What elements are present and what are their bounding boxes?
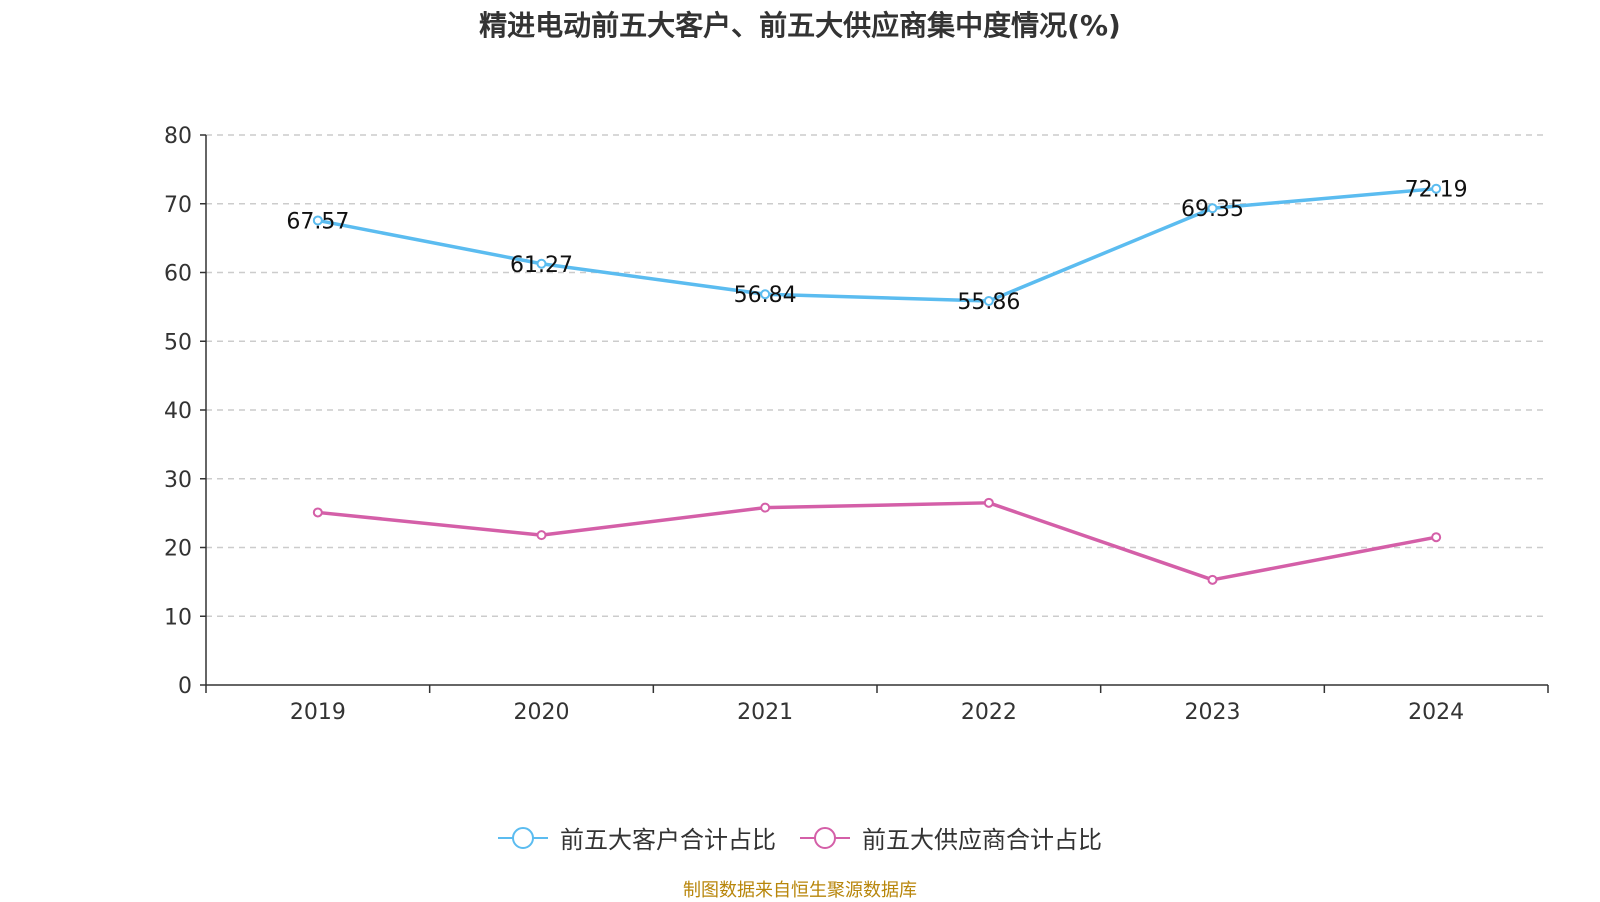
source-note: 制图数据来自恒生聚源数据库 — [683, 880, 917, 901]
chart-legend: 前五大客户合计占比 前五大供应商合计占比 — [0, 820, 1600, 855]
y-tick-label: 40 — [164, 399, 192, 424]
data-label-0-3: 55.86 — [957, 290, 1020, 315]
y-tick-label: 50 — [164, 330, 192, 355]
data-point-1-2 — [760, 502, 771, 513]
y-tick-label: 20 — [164, 537, 192, 562]
y-tick-label: 0 — [178, 674, 192, 699]
y-tick-label: 30 — [164, 468, 192, 493]
x-tick-label: 2020 — [514, 700, 570, 725]
data-point-0-1 — [536, 258, 547, 269]
data-point-1-5 — [1431, 532, 1442, 543]
data-point-0-4 — [1207, 203, 1218, 214]
data-point-0-2 — [760, 289, 771, 300]
y-tick-label: 60 — [164, 262, 192, 287]
legend-marker-customers-icon — [498, 826, 548, 849]
legend-label-customers: 前五大客户合计占比 — [560, 826, 776, 854]
y-tick-label: 80 — [164, 124, 192, 149]
y-tick-label: 70 — [164, 193, 192, 218]
legend-marker-suppliers-icon — [800, 826, 850, 849]
data-label-0-2: 56.84 — [734, 283, 797, 308]
x-tick-label: 2019 — [290, 700, 346, 725]
data-label-0-0: 67.57 — [286, 209, 349, 234]
data-label-0-4: 69.35 — [1181, 197, 1244, 222]
data-point-1-0 — [312, 507, 323, 518]
data-label-0-1: 61.27 — [510, 253, 573, 278]
legend-item-customers[interactable]: 前五大客户合计占比 — [498, 820, 776, 855]
y-tick-label: 10 — [164, 605, 192, 630]
data-point-0-5 — [1431, 183, 1442, 194]
data-point-1-1 — [536, 530, 547, 541]
x-tick-label: 2024 — [1408, 700, 1464, 725]
x-tick-label: 2021 — [737, 700, 793, 725]
data-point-1-3 — [983, 497, 994, 508]
data-point-0-0 — [312, 215, 323, 226]
chart-title: 精进电动前五大客户、前五大供应商集中度情况(%) — [479, 9, 1121, 42]
series-line-1 — [317, 501, 1437, 582]
x-tick-label: 2023 — [1185, 700, 1241, 725]
data-label-0-5: 72.19 — [1405, 178, 1468, 203]
legend-label-suppliers: 前五大供应商合计占比 — [862, 826, 1102, 854]
legend-item-suppliers[interactable]: 前五大供应商合计占比 — [800, 820, 1102, 855]
data-point-1-4 — [1207, 574, 1218, 585]
series-line-0 — [317, 186, 1437, 303]
data-point-0-3 — [983, 295, 994, 306]
x-tick-label: 2022 — [961, 700, 1017, 725]
